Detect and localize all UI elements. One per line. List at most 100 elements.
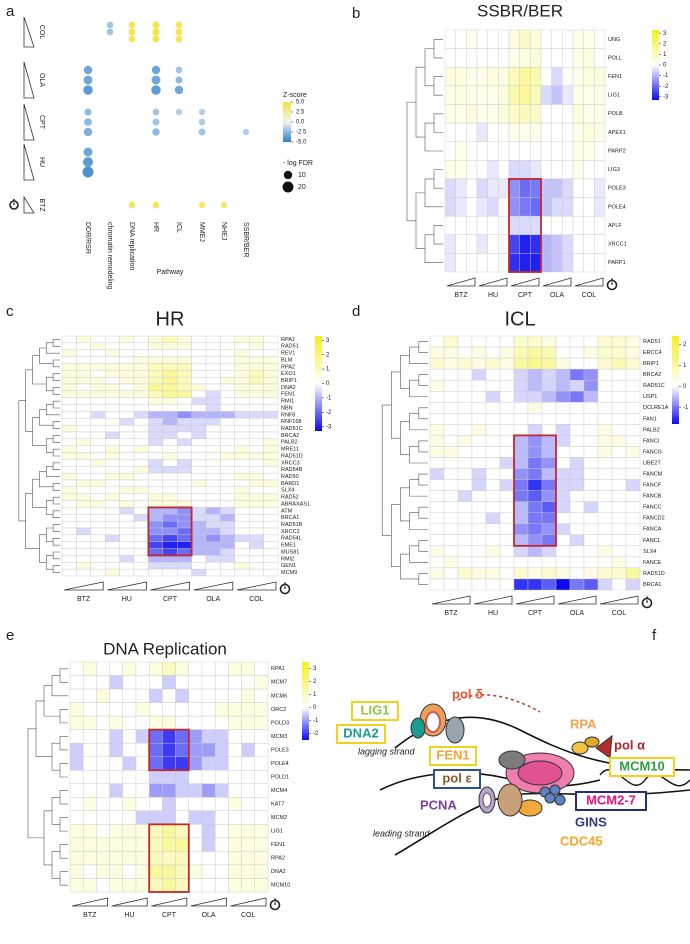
colorbar-tick-label: 2 <box>313 679 317 685</box>
heatmap-cell <box>241 878 256 893</box>
heatmap-cell <box>162 878 176 893</box>
group-label: CPT <box>518 292 533 299</box>
heatmap-cell <box>133 376 149 385</box>
dot <box>175 35 183 43</box>
heatmap-cell <box>444 122 456 142</box>
heatmap-cell <box>555 490 571 502</box>
heatmap-cell <box>562 178 574 198</box>
heatmap-cell <box>119 349 135 357</box>
row-label: DNA2 <box>281 385 296 391</box>
heatmap-cell <box>148 770 163 784</box>
heatmap-cell <box>220 514 235 522</box>
heatmap-cell <box>162 864 176 879</box>
heatmap-cell <box>625 413 641 425</box>
heatmap-cell <box>119 376 135 385</box>
heatmap-cell <box>443 391 459 403</box>
heatmap-cell <box>487 122 499 142</box>
heatmap-cell <box>444 104 456 124</box>
heatmap-cell <box>443 567 459 580</box>
row-label: BARD1 <box>281 481 299 487</box>
heatmap-cell <box>148 500 163 508</box>
heatmap-cell <box>162 851 176 866</box>
heatmap-cell <box>508 104 520 124</box>
heatmap-cell <box>562 122 574 142</box>
dendrogram <box>45 527 54 543</box>
heatmap-cell <box>119 424 135 433</box>
heatmap-cell <box>254 675 269 690</box>
heatmap-cell <box>583 335 599 348</box>
pol-epsilon-shape <box>497 783 523 817</box>
heatmap-cell <box>234 363 250 371</box>
heatmap-cell <box>162 404 178 412</box>
heatmap-cell <box>263 349 279 357</box>
heatmap-cell <box>562 160 574 180</box>
heatmap-cell <box>499 490 515 502</box>
panel-letter: d <box>352 303 360 320</box>
heatmap-cell <box>82 675 97 690</box>
heatmap-cell <box>455 67 467 87</box>
heatmap-cell <box>234 479 250 488</box>
row-label: FANCB <box>643 494 662 500</box>
heatmap-cell <box>61 411 77 419</box>
row-label: RPA2 <box>271 856 285 862</box>
dose-wedge <box>71 897 108 907</box>
row-label: ABRAXAS1 <box>281 501 310 507</box>
heatmap-cell <box>109 864 123 879</box>
dot <box>198 128 206 136</box>
dendrogram <box>51 742 60 771</box>
dose-wedge <box>542 277 572 287</box>
heatmap-cell <box>214 770 229 784</box>
heatmap-cell <box>201 756 216 771</box>
heatmap-cell <box>611 424 627 436</box>
diagram-label: leading strand <box>373 828 431 838</box>
heatmap-cell <box>583 215 595 235</box>
heatmap-cell <box>175 837 190 852</box>
heatmap-cell <box>485 578 501 591</box>
heatmap-cell <box>485 379 501 392</box>
heatmap-cell <box>562 234 574 254</box>
dendrogram <box>45 500 54 515</box>
size-legend-dot <box>282 181 294 193</box>
dot <box>83 147 93 157</box>
heatmap-cell <box>191 397 207 405</box>
heatmap-cell <box>254 864 269 879</box>
heatmap-cell <box>485 512 501 524</box>
heatmap-cell <box>201 702 216 717</box>
heatmap-cell <box>133 562 149 570</box>
heatmap-cell <box>234 500 250 508</box>
heatmap-cell <box>104 541 120 549</box>
heatmap-cell <box>499 391 515 403</box>
heatmap-cell <box>133 527 149 536</box>
heatmap-cell <box>555 578 571 591</box>
heatmap-cell <box>508 67 520 87</box>
diagram-label: GINS <box>575 814 607 829</box>
heatmap-cell <box>133 418 149 426</box>
heatmap-cell <box>220 424 235 433</box>
heatmap-cell <box>162 555 178 563</box>
dendrogram <box>39 534 47 563</box>
heatmap-cell <box>191 424 207 433</box>
heatmap-cell <box>220 418 235 426</box>
heatmap-cell <box>485 391 501 403</box>
heatmap-cell <box>133 479 149 488</box>
heatmap-cell <box>220 527 235 536</box>
heatmap-cell <box>69 837 84 852</box>
heatmap-cell <box>429 523 445 535</box>
heatmap-cell <box>119 452 135 460</box>
heatmap-cell <box>248 383 264 392</box>
heatmap-cell <box>555 335 571 348</box>
heatmap-cell <box>485 413 501 425</box>
heatmap-cell <box>228 702 242 717</box>
heatmap-cell <box>188 810 203 825</box>
heatmap-cell <box>429 435 445 447</box>
heatmap-cell <box>234 404 250 412</box>
heatmap-cell <box>188 688 203 703</box>
heatmap-cell <box>471 479 487 491</box>
pcna-ring <box>482 792 492 808</box>
heatmap-cell <box>96 675 110 690</box>
row-label: BRIP1 <box>643 361 659 367</box>
heatmap-cell <box>122 810 137 825</box>
heatmap-cell <box>176 411 192 419</box>
row-label: UBE2T <box>643 460 661 466</box>
heatmap-cell <box>201 675 216 690</box>
